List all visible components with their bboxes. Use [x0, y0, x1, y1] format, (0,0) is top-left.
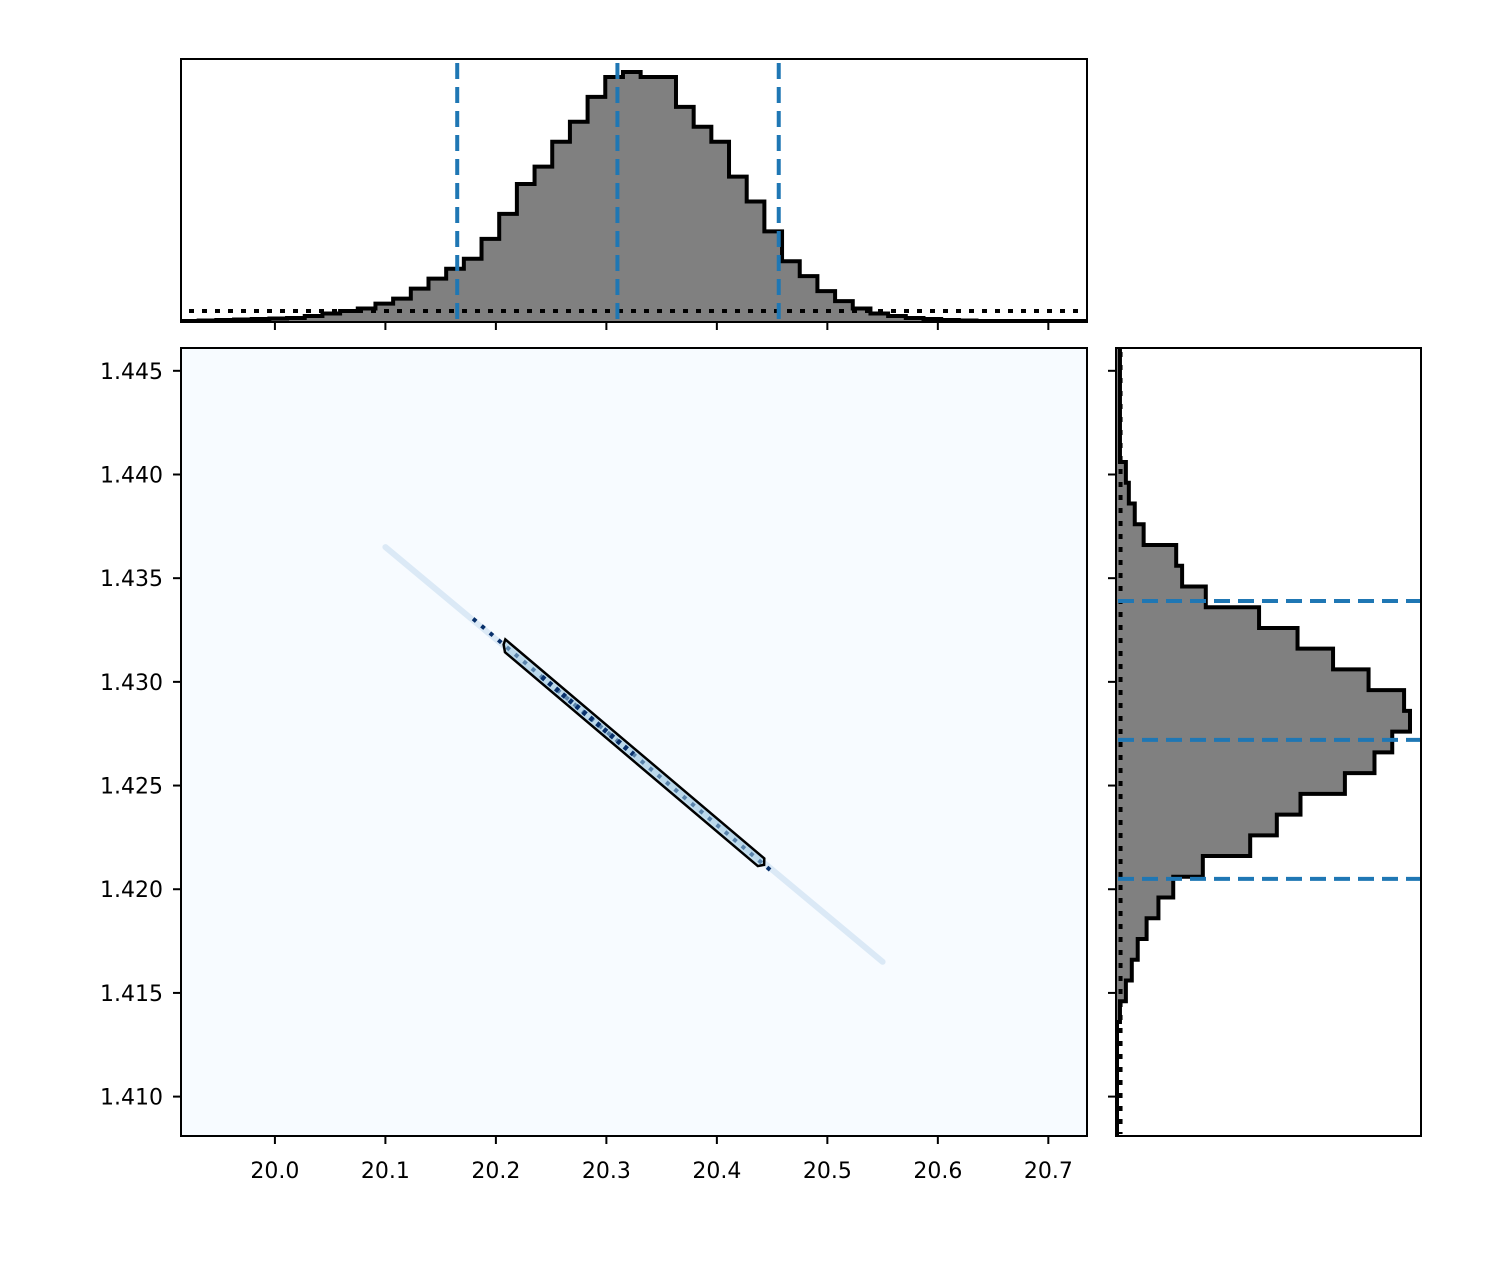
right-hist-bar — [1117, 752, 1375, 774]
joint-y-tick-label: 1.430 — [100, 671, 163, 696]
joint-y-ticks: 1.410 1.415 1.420 1.425 1.430 1.435 1.440 1.445 — [100, 360, 181, 1111]
top-hist-bar — [587, 96, 606, 322]
right-hist-bar — [1117, 690, 1405, 712]
right-hist-bar — [1117, 897, 1159, 919]
right-hist-bar — [1117, 814, 1277, 836]
joint-y-tick-label: 1.435 — [100, 567, 163, 592]
joint-y-tick-label: 1.440 — [100, 463, 163, 488]
top-hist-bar — [764, 231, 783, 321]
top-quantile-lines — [455, 63, 781, 321]
top-x-ticks — [273, 322, 1050, 330]
joint-x-tick-label: 20.2 — [471, 1159, 520, 1184]
joint-y-tick-label: 1.445 — [100, 360, 163, 385]
right-hist-bar — [1117, 835, 1251, 857]
top-hist-bar — [481, 238, 500, 321]
right-hist-bar — [1117, 627, 1298, 650]
right-panel-frame — [1115, 347, 1422, 1137]
top-hist-bar — [746, 201, 765, 321]
top-hist-bar — [640, 76, 659, 321]
top-hist-bar — [516, 184, 536, 321]
joint-y-tick-label: 1.415 — [100, 982, 163, 1007]
joint-y-tick-label: 1.420 — [100, 878, 163, 903]
joint-x-tick-label: 20.0 — [250, 1159, 299, 1184]
right-hist-bar — [1117, 856, 1203, 878]
joint-x-ticks: 20.0 20.1 20.2 20.3 20.4 20.5 20.6 20.7 — [250, 1136, 1073, 1184]
right-hist-bar — [1117, 918, 1147, 940]
joint-background — [181, 348, 1087, 1136]
right-hist-bar — [1117, 648, 1334, 670]
top-hist-bar — [534, 166, 553, 321]
joint-x-tick-label: 20.1 — [361, 1159, 410, 1184]
right-hist-bar — [1117, 793, 1301, 816]
top-hist-bar — [693, 126, 712, 321]
top-hist-bar — [499, 213, 518, 321]
right-hist-bar — [1117, 710, 1410, 733]
top-hist-bar — [304, 316, 323, 321]
right-hist-bar — [1117, 586, 1206, 608]
joint-x-tick-label: 20.7 — [1024, 1159, 1073, 1184]
right-hist-bar — [1117, 482, 1129, 505]
right-hist-bar — [1117, 607, 1260, 629]
top-hist-bar — [799, 276, 818, 321]
joint-x-tick-label: 20.3 — [582, 1159, 631, 1184]
top-hist-bar — [393, 298, 412, 321]
top-hist-bar — [569, 121, 589, 321]
contour-inner-dots — [540, 674, 636, 757]
joint-panel: 20.0 20.1 20.2 20.3 20.4 20.5 20.6 20.7 1.4101.… — [100, 347, 1088, 1184]
top-hist-bar — [428, 278, 447, 321]
top-hist-bar — [605, 76, 624, 321]
top-hist-bar — [340, 311, 359, 321]
right-y-ticks — [1108, 369, 1116, 1098]
right-hist-bar — [1117, 669, 1369, 691]
top-hist-bar — [322, 313, 341, 321]
top-histogram-outline — [181, 70, 1087, 323]
joint-y-tick-label: 1.410 — [100, 1086, 163, 1111]
right-marginal-panel — [1108, 347, 1422, 1137]
joint-x-tick-label: 20.6 — [913, 1159, 962, 1184]
right-hist-bar — [1117, 545, 1177, 567]
right-quantile-lines — [1118, 598, 1421, 881]
top-hist-bar — [711, 141, 730, 321]
top-marginal-panel — [180, 58, 1088, 330]
right-histogram-bars — [1117, 348, 1410, 1023]
right-hist-bar — [1117, 876, 1174, 899]
top-hist-bar — [835, 301, 854, 321]
top-hist-bar — [675, 106, 695, 321]
top-hist-bar — [463, 258, 483, 321]
right-histogram-outline — [1115, 348, 1412, 1136]
top-hist-bar — [658, 76, 677, 321]
joint-frame — [180, 347, 1088, 1137]
top-panel-frame — [180, 58, 1088, 323]
top-hist-bar — [410, 288, 429, 321]
top-hist-bar — [622, 72, 642, 321]
joint-y-tick-label: 1.425 — [100, 775, 163, 800]
right-hist-bar — [1117, 565, 1183, 587]
right-hist-bar — [1117, 773, 1345, 795]
top-hist-bar — [729, 176, 748, 321]
top-hist-bar — [888, 316, 907, 321]
top-hist-bar — [870, 313, 889, 321]
top-hist-bar — [782, 261, 801, 321]
top-hist-bar — [817, 291, 836, 321]
top-hist-bar — [552, 141, 571, 321]
joint-x-tick-label: 20.4 — [692, 1159, 741, 1184]
right-hist-bar — [1117, 731, 1393, 753]
right-hist-bar — [1117, 524, 1144, 546]
joint-x-tick-label: 20.5 — [803, 1159, 852, 1184]
right-hist-bar — [1117, 939, 1138, 961]
